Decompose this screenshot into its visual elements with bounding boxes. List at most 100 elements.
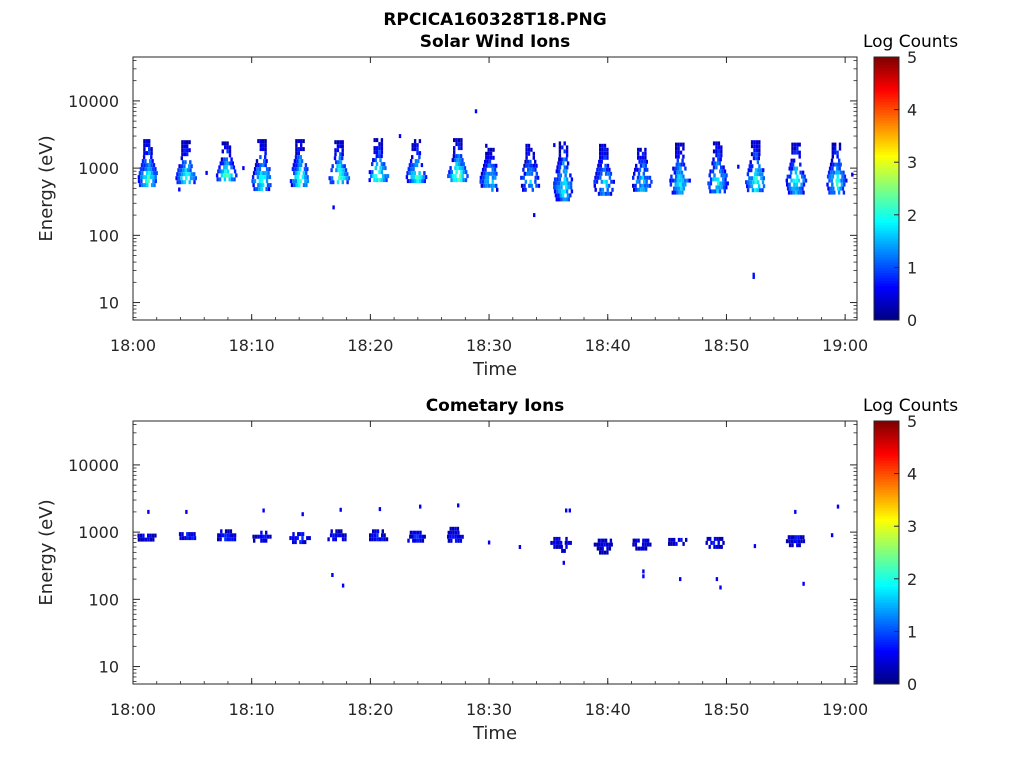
data-bin xyxy=(713,544,716,549)
data-bin xyxy=(645,159,648,164)
data-bin xyxy=(297,163,300,168)
data-bin xyxy=(253,187,256,192)
data-bin xyxy=(491,187,494,192)
data-bin xyxy=(258,179,261,184)
data-bin xyxy=(753,148,756,153)
data-bin xyxy=(674,178,677,183)
data-bin xyxy=(802,539,806,544)
data-bin xyxy=(264,139,267,144)
colorbar-segment xyxy=(874,597,899,601)
data-bin xyxy=(788,539,791,544)
data-bin xyxy=(706,536,709,541)
data-bin xyxy=(831,154,834,159)
colorbar-segment xyxy=(874,647,899,651)
data-bin xyxy=(339,152,342,157)
data-bin xyxy=(454,534,457,539)
colorbar-segment xyxy=(874,452,899,456)
data-bin xyxy=(492,171,496,176)
data-bin xyxy=(142,175,145,180)
data-bin xyxy=(295,147,298,152)
data-bin xyxy=(304,175,307,180)
data-bin xyxy=(755,144,759,149)
data-bin xyxy=(569,181,573,186)
data-bin xyxy=(183,180,187,185)
data-bin xyxy=(144,175,148,180)
data-bin xyxy=(721,177,725,182)
data-bin xyxy=(378,170,381,175)
data-bin xyxy=(834,162,838,167)
data-bin xyxy=(380,142,384,147)
data-bin xyxy=(412,530,415,535)
data-bin xyxy=(336,144,340,149)
data-bin xyxy=(419,538,422,543)
data-bin xyxy=(147,533,150,538)
data-bin xyxy=(306,175,309,180)
data-bin xyxy=(838,158,841,163)
data-bin xyxy=(720,145,723,150)
colorbar-segment xyxy=(874,64,899,68)
data-bin xyxy=(336,180,340,185)
colorbar-segment xyxy=(874,673,899,677)
data-bin xyxy=(596,175,600,180)
colorbar-segment xyxy=(874,557,899,561)
data-bin xyxy=(421,534,424,539)
data-point xyxy=(752,272,755,277)
data-bin xyxy=(148,139,151,144)
data-bin xyxy=(786,186,790,191)
data-bin xyxy=(148,171,151,176)
colorbar-segment xyxy=(874,681,899,685)
data-bin xyxy=(449,526,452,531)
data-bin xyxy=(181,536,185,541)
data-bin xyxy=(291,167,295,172)
data-bin xyxy=(597,538,601,543)
data-bin xyxy=(373,178,376,183)
colorbar-segment xyxy=(874,183,899,187)
data-bin xyxy=(144,167,147,172)
colorbar-segment xyxy=(874,584,899,588)
data-bin xyxy=(219,537,222,542)
data-bin xyxy=(636,175,640,180)
data-bin xyxy=(601,155,604,160)
data-bin xyxy=(554,193,558,198)
data-bin xyxy=(832,170,836,175)
data-bin xyxy=(557,161,560,166)
data-bin xyxy=(835,178,838,183)
data-bin xyxy=(836,150,839,155)
data-bin xyxy=(459,154,463,159)
data-bin xyxy=(561,145,564,150)
data-point xyxy=(642,569,645,574)
data-bin xyxy=(495,171,498,176)
data-bin xyxy=(339,160,343,165)
data-bin xyxy=(553,177,557,182)
data-bin xyxy=(369,533,372,538)
y-tick-label: 100 xyxy=(88,590,119,609)
x-tick-label: 19:00 xyxy=(822,700,868,719)
colorbar-segment xyxy=(874,214,899,218)
data-bin xyxy=(215,173,219,178)
data-bin xyxy=(712,149,716,154)
colorbar-segment xyxy=(874,191,899,195)
data-bin xyxy=(678,178,682,183)
data-bin xyxy=(300,139,303,144)
data-bin xyxy=(682,154,685,159)
colorbar-segment xyxy=(874,560,899,564)
data-bin xyxy=(347,176,351,181)
data-bin xyxy=(138,171,142,176)
data-bin xyxy=(301,532,305,537)
data-bin xyxy=(413,534,417,539)
colorbar-segment xyxy=(874,59,899,63)
data-bin xyxy=(492,147,495,152)
data-bin xyxy=(830,158,834,163)
data-cluster xyxy=(785,142,808,195)
data-bin xyxy=(682,146,685,151)
colorbar-segment xyxy=(874,426,899,430)
data-point xyxy=(752,275,755,279)
data-bin xyxy=(451,526,455,531)
data-bin xyxy=(635,538,638,543)
data-bin xyxy=(421,179,424,184)
data-bin xyxy=(337,529,341,534)
data-bin xyxy=(597,163,600,168)
data-bin xyxy=(178,172,181,177)
data-bin xyxy=(408,171,412,176)
